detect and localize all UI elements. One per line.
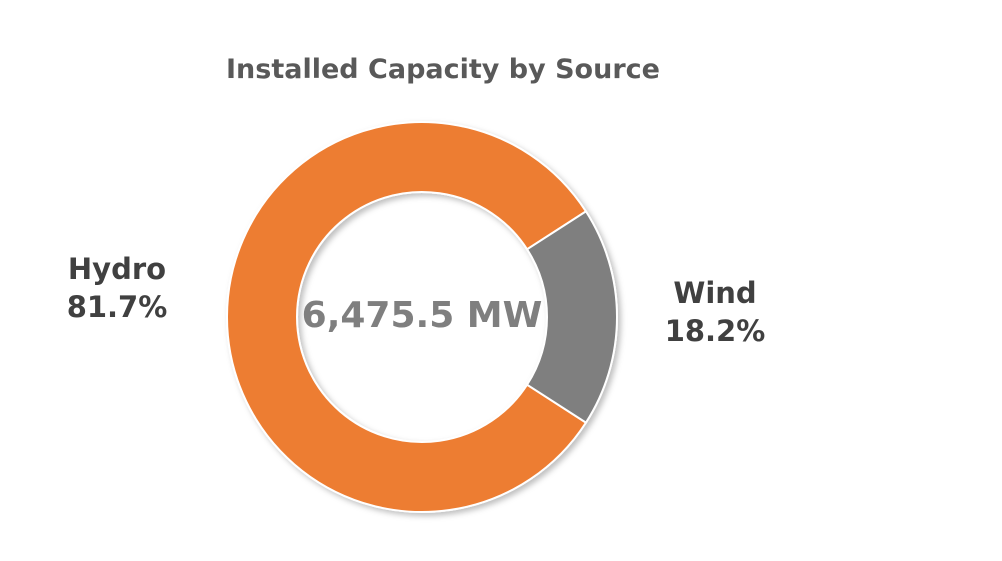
category-label-hydro: Hydro xyxy=(67,252,167,286)
chart-title: Installed Capacity by Source xyxy=(226,54,660,85)
data-label-wind: Wind 18.2% xyxy=(650,274,780,350)
data-label-hydro: Hydro 81.7% xyxy=(52,250,182,326)
donut-slice-wind xyxy=(525,210,618,424)
donut-slice-hydro xyxy=(226,121,588,513)
category-label-wind: Wind xyxy=(673,276,757,310)
percent-label-hydro: 81.7% xyxy=(66,290,168,324)
percent-label-wind: 18.2% xyxy=(664,314,766,348)
center-total-label: 6,475.5 MW xyxy=(301,295,543,336)
